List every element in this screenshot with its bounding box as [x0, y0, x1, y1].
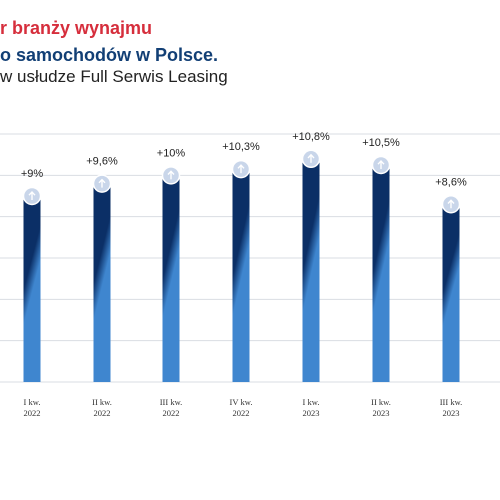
arrow-up-icon — [22, 186, 42, 206]
bar — [442, 204, 460, 382]
arrow-up-icon — [161, 166, 181, 185]
title-line-2: o samochodów w Polsce. — [0, 45, 219, 65]
title-line-3: w usłudze Full Serwis Leasing — [0, 67, 228, 86]
data-label: +10,8% — [292, 131, 330, 143]
data-label: +10,3% — [222, 141, 260, 153]
x-tick-label: 2023 — [443, 408, 460, 418]
x-tick-label: 2023 — [303, 408, 320, 418]
title-line-1: r branży wynajmu — [0, 18, 153, 38]
bar — [23, 196, 41, 382]
x-tick-label: 2023 — [373, 408, 390, 418]
arrow-up-icon — [92, 174, 112, 193]
arrow-up-icon — [441, 195, 461, 214]
bar — [232, 169, 250, 382]
data-label: +9% — [21, 168, 44, 180]
x-tick-label: I kw. — [24, 397, 41, 407]
arrow-up-icon — [301, 149, 321, 169]
x-tick-label: 2022 — [163, 408, 180, 418]
x-tick-label: I kw. — [303, 397, 320, 407]
data-label: +9,6% — [86, 156, 118, 168]
bar — [302, 158, 320, 382]
x-tick-label: IV kw. — [230, 397, 253, 407]
x-tick-label: III kw. — [160, 397, 183, 407]
x-tick-label: II kw. — [371, 397, 391, 407]
x-tick-label: II kw. — [92, 397, 112, 407]
bar — [93, 183, 111, 382]
x-tick-label: III kw. — [440, 397, 463, 407]
x-tick-label: 2022 — [94, 408, 111, 418]
data-label: +8,6% — [435, 176, 467, 188]
arrow-up-icon — [371, 155, 391, 175]
bar — [372, 165, 390, 382]
bar — [162, 175, 180, 382]
x-tick-label: 2022 — [233, 408, 250, 418]
data-label: +10,5% — [362, 137, 400, 149]
data-label: +10% — [157, 147, 186, 159]
arrow-up-icon — [231, 159, 251, 179]
x-tick-label: 2022 — [24, 408, 41, 418]
